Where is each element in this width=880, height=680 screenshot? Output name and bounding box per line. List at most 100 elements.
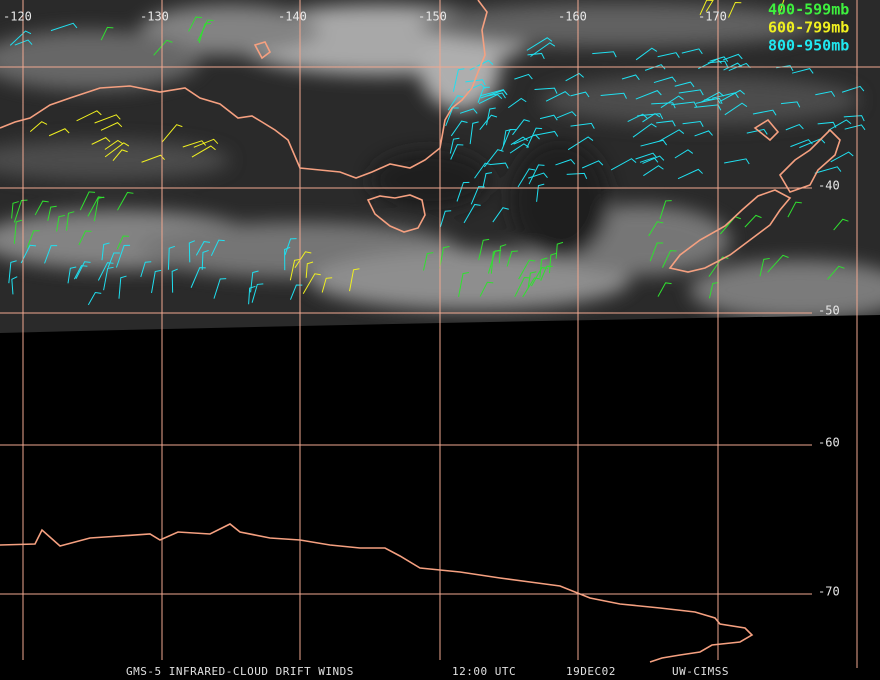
wind-barb — [658, 129, 685, 142]
wind-barb — [465, 79, 486, 86]
wind-barb — [284, 246, 291, 271]
wind-barb — [302, 273, 321, 294]
wind-barb — [450, 144, 464, 160]
wind-barb — [780, 101, 801, 108]
wind-barb — [48, 128, 70, 137]
wind-barb — [785, 123, 804, 131]
wind-barb — [112, 149, 128, 162]
wind-barb — [682, 120, 704, 128]
wind-barb — [87, 196, 105, 217]
wind-barb — [480, 89, 508, 97]
wind-barb — [8, 260, 17, 284]
wind-barb — [20, 244, 37, 264]
coastlines — [0, 0, 841, 663]
longitude-label: -140 — [278, 10, 307, 24]
wind-barb — [75, 261, 91, 279]
wind-barb — [151, 269, 162, 294]
wind-barb — [479, 281, 494, 297]
wind-barb — [478, 238, 490, 261]
wind-barb — [724, 158, 750, 165]
wind-barb — [100, 122, 123, 131]
wind-barb — [447, 95, 464, 111]
wind-barb — [47, 205, 57, 221]
wind-barb — [11, 276, 18, 295]
wind-barb — [506, 250, 518, 267]
wind-barb — [592, 51, 617, 58]
wind-barb — [830, 151, 854, 163]
wind-barb — [539, 114, 558, 121]
wind-barb — [459, 108, 478, 114]
wind-barb — [709, 56, 729, 62]
wind-barb — [197, 19, 214, 42]
wind-barb — [56, 214, 65, 232]
wind-barb — [510, 136, 529, 146]
wind-barb — [29, 121, 48, 133]
wind-barb — [708, 282, 719, 299]
latitude-label: -50 — [818, 304, 840, 318]
wind-barb — [289, 258, 301, 281]
wind-barb — [100, 26, 114, 41]
wind-barb — [833, 218, 849, 231]
wind-barb — [640, 139, 668, 147]
wind-barb — [681, 48, 703, 55]
wind-barb — [490, 162, 509, 169]
wind-barb — [514, 73, 533, 80]
wind-barbs — [8, 0, 866, 306]
wind-barb — [118, 275, 127, 299]
wind-barb — [621, 74, 640, 81]
wind-barb — [502, 129, 512, 146]
wind-barb — [674, 81, 695, 88]
wind-barb — [479, 114, 498, 131]
legend-entry: 800-950mb — [768, 37, 849, 55]
wind-barb — [11, 201, 19, 219]
wind-barb — [9, 30, 32, 46]
wind-barb — [456, 181, 470, 202]
wind-barb — [700, 91, 725, 103]
wind-barb — [566, 172, 588, 180]
wind-barb — [759, 257, 770, 277]
wind-barb — [660, 95, 684, 109]
wind-barb — [248, 285, 256, 305]
wind-barb — [458, 272, 470, 297]
wind-barb — [728, 62, 751, 72]
wind-barb — [161, 124, 183, 143]
wind-barb — [555, 159, 576, 166]
wind-barb — [643, 165, 664, 177]
wind-barb — [644, 64, 666, 71]
wind-barb — [210, 239, 225, 256]
wind-barb — [514, 276, 531, 298]
wind-barb — [463, 203, 481, 224]
wind-barb — [188, 16, 202, 32]
wind-barb — [627, 113, 648, 122]
wind-barb — [349, 268, 360, 292]
wind-barb — [117, 191, 134, 211]
wind-barb — [103, 266, 114, 291]
wind-barb — [470, 186, 485, 205]
wind-barb — [555, 241, 564, 259]
footer-date: 19DEC02 — [566, 665, 616, 678]
wind-barb — [518, 259, 536, 280]
wind-barb — [659, 200, 672, 220]
wind-barb — [752, 109, 777, 116]
wind-barb — [193, 138, 219, 148]
wind-barb — [284, 238, 297, 256]
wind-barb — [76, 110, 102, 122]
legend-entry: 400-599mb — [768, 1, 849, 19]
latitude-label: -40 — [818, 179, 840, 193]
wind-barb — [213, 278, 227, 299]
wind-barb — [843, 115, 865, 122]
wind-barb — [522, 277, 541, 298]
wind-barb — [141, 154, 165, 163]
wind-barb — [827, 119, 852, 131]
wind-barb — [635, 152, 658, 160]
wind-barb — [94, 114, 121, 124]
wind-barb — [632, 123, 657, 138]
wind-barb — [671, 101, 698, 108]
footer-product: GMS-5 INFRARED-CLOUD DRIFT WINDS — [126, 665, 354, 678]
wind-barb — [305, 261, 314, 278]
wind-barb — [508, 97, 527, 109]
wind-barb — [534, 87, 558, 94]
wind-barb — [540, 265, 553, 281]
longitude-label: -170 — [698, 10, 727, 24]
